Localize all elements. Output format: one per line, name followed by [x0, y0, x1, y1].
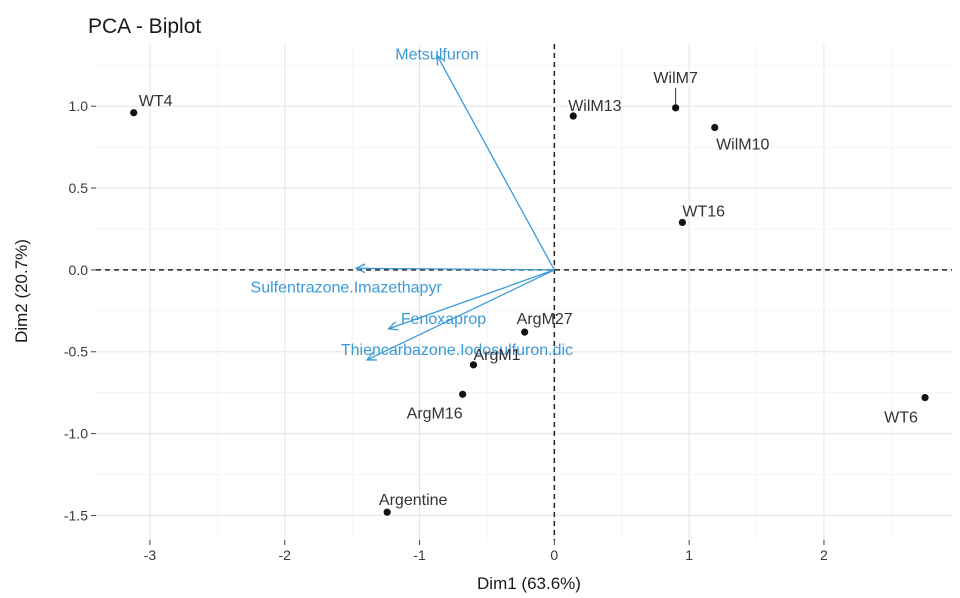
individual-point	[569, 112, 577, 120]
individual-point	[921, 393, 929, 402]
individual-label: WilM13	[568, 98, 621, 115]
variable-arrow-head	[354, 263, 366, 274]
individual-label: WT6	[884, 410, 918, 427]
individual-label: WT16	[682, 203, 725, 220]
chart-title: PCA - Biplot	[88, 15, 201, 38]
variable-arrow-head	[436, 54, 446, 66]
individual-label: ArgM27	[517, 311, 573, 328]
variable-arrow-line	[436, 55, 555, 271]
x-tick-label: 2	[820, 547, 828, 563]
panel-background	[96, 44, 952, 540]
y-tick-label: -1.5	[64, 507, 88, 523]
individual-point	[678, 218, 686, 227]
individual-point	[469, 361, 478, 369]
individual-label: WT4	[139, 93, 173, 110]
x-tick-label: -2	[278, 547, 291, 563]
variable-label: Sulfentrazone.Imazethapyr	[251, 279, 443, 296]
individual-points	[130, 87, 929, 516]
individual-point	[521, 328, 529, 336]
x-axis-title: Dim1 (63.6%)	[477, 574, 581, 593]
individual-point	[672, 104, 680, 112]
individual-label: ArgM1	[473, 347, 520, 364]
chart-labels: Metsulfuron Sulfentrazone.Imazethapyr Feno…	[139, 46, 918, 509]
y-tick-label: 0.0	[69, 262, 89, 278]
y-tick-label: -0.5	[64, 344, 88, 360]
variable-arrow-head	[365, 351, 377, 361]
y-tick-label: 1.0	[69, 98, 89, 114]
individual-point	[459, 390, 467, 398]
individual-point	[711, 123, 719, 132]
variable-label: Thiencarbazone.Iodosulfuron.dic	[341, 342, 573, 359]
individual-label: ArgM16	[407, 405, 463, 422]
variable-label: Fenoxaprop	[401, 311, 486, 328]
variable-label: Metsulfuron	[395, 46, 479, 63]
x-tick-label: 1	[685, 547, 693, 563]
variable-arrows	[354, 54, 555, 361]
y-tick-label: -1.0	[64, 426, 88, 442]
x-tick-label: 0	[550, 547, 558, 563]
x-tick-label: -1	[413, 547, 426, 563]
individual-label: Argentine	[379, 492, 448, 509]
individual-point	[383, 508, 391, 516]
variable-arrow-head	[387, 321, 399, 331]
axis-ticks: -3 -2 -1 0 1 2 -1.5 -1.0 -0.5 0.0 0.5 1.0	[64, 98, 828, 563]
y-axis-title: Dim2 (20.7%)	[12, 239, 31, 343]
individual-label: WilM10	[716, 136, 769, 153]
variable-arrow-line	[356, 267, 555, 271]
individual-point	[130, 109, 138, 117]
variable-arrow-line	[366, 269, 555, 361]
individual-label: WilM7	[653, 70, 698, 87]
variable-arrow-line	[388, 269, 555, 330]
y-tick-label: 0.5	[69, 180, 89, 196]
x-tick-label: -3	[144, 547, 157, 563]
